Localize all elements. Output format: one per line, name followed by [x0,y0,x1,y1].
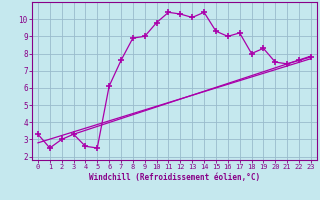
X-axis label: Windchill (Refroidissement éolien,°C): Windchill (Refroidissement éolien,°C) [89,173,260,182]
